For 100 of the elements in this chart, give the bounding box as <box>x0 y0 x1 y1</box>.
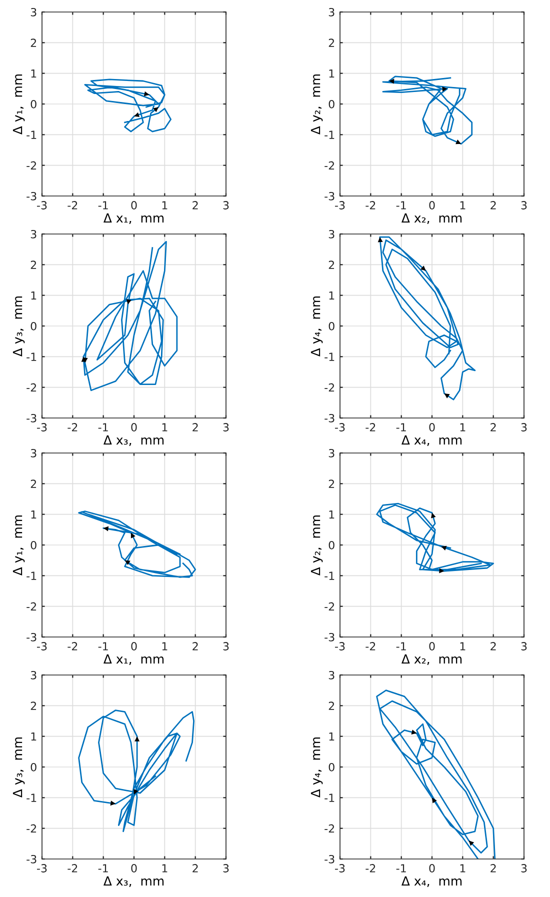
y-tick-label: 1 <box>31 510 36 519</box>
y-tick-label: -3 <box>26 632 36 642</box>
y-tick-label: 2 <box>328 260 334 269</box>
y-tick-label: -3 <box>324 414 334 422</box>
y-tick-label: -2 <box>26 383 36 392</box>
y-tick-label: 2 <box>30 702 36 710</box>
line-series <box>84 78 172 132</box>
x-tick-label: -2 <box>366 864 376 872</box>
y-tick-label: -1 <box>324 794 334 802</box>
x-axis-title: Δ x₁, mm <box>103 654 164 665</box>
y-tick-label: -2 <box>26 824 36 833</box>
y-tick-label: -3 <box>26 414 36 422</box>
y-tick-label: -3 <box>26 192 36 200</box>
x-tick-label: 1 <box>162 423 168 432</box>
x-tick-label: 2 <box>192 642 198 650</box>
line-series <box>78 510 196 578</box>
y-tick-label: 2 <box>30 38 36 47</box>
x-tick-label: 0 <box>429 864 435 872</box>
x-tick-label: -3 <box>335 864 345 872</box>
x-tick-label: -1 <box>98 423 108 432</box>
y-tick-label: 1 <box>31 732 36 741</box>
x-tick-label: -2 <box>366 201 376 210</box>
y-tick-label: 3 <box>30 8 36 16</box>
x-tick-label: 0 <box>131 201 137 210</box>
y-tick-label: 1 <box>31 291 36 300</box>
x-tick-label: -3 <box>335 423 345 432</box>
x-tick-label: -3 <box>335 642 345 650</box>
x-tick-label: 2 <box>490 201 496 210</box>
y-tick-label: 3 <box>30 670 36 680</box>
x-tick-label: 0 <box>131 864 137 872</box>
x-tick-label: 3 <box>223 642 229 650</box>
y-tick-label: 3 <box>30 448 36 458</box>
x-tick-label: 1 <box>460 423 466 432</box>
y-tick-label: 2 <box>328 38 334 47</box>
x-tick-label: 1 <box>460 642 466 650</box>
x-tick-label: 2 <box>490 642 496 650</box>
x-tick-label: -3 <box>37 864 47 872</box>
y-tick-label: -1 <box>26 572 36 580</box>
y-tick-label: -1 <box>26 130 36 139</box>
x-tick-label: -2 <box>366 642 376 650</box>
y-tick-label: -2 <box>26 602 36 611</box>
line-series <box>379 236 476 400</box>
y-tick-label: 3 <box>328 8 334 16</box>
y-tick-label: 3 <box>328 670 334 680</box>
y-tick-label: -1 <box>324 130 334 139</box>
y-axis-title: Δ y₁, mm <box>12 515 25 576</box>
y-tick-label: 1 <box>329 732 334 741</box>
y-tick-label: -1 <box>324 572 334 580</box>
y-axis-title: Δ y₁, mm <box>12 74 25 135</box>
x-tick-label: 0 <box>429 201 435 210</box>
x-axis-title: Δ x₂, mm <box>401 654 462 665</box>
x-tick-label: 0 <box>429 423 435 432</box>
x-tick-label: 0 <box>131 423 137 432</box>
y-axis-title: Δ y₃, mm <box>12 296 25 357</box>
y-tick-label: 0 <box>328 322 334 330</box>
x-axis-title: Δ x₄, mm <box>401 435 462 446</box>
x-axis-title: Δ x₃, mm <box>103 435 164 446</box>
y-tick-label: 0 <box>328 540 334 550</box>
x-tick-label: 2 <box>490 423 496 432</box>
y-tick-label: 0 <box>30 540 36 550</box>
line-series <box>376 502 494 572</box>
y-tick-label: 3 <box>328 230 334 238</box>
line-series <box>376 690 496 859</box>
y-tick-label: -2 <box>26 161 36 170</box>
x-tick-label: -2 <box>68 864 78 872</box>
x-tick-label: 0 <box>131 642 137 650</box>
y-tick-label: 1 <box>329 510 334 519</box>
y-tick-label: -2 <box>324 602 334 611</box>
y-tick-label: 1 <box>329 291 334 300</box>
x-tick-label: 3 <box>223 864 229 872</box>
y-tick-label: -3 <box>26 854 36 864</box>
y-tick-label: 0 <box>30 762 36 772</box>
x-tick-label: 1 <box>162 642 168 650</box>
x-axis-title: Δ x₂, mm <box>401 213 462 224</box>
y-tick-label: -3 <box>324 632 334 642</box>
y-tick-label: -1 <box>324 352 334 361</box>
y-tick-label: 0 <box>328 762 334 772</box>
y-tick-label: 2 <box>328 480 334 488</box>
y-axis-title: Δ y₄, mm <box>310 737 323 798</box>
x-tick-label: -3 <box>37 423 47 432</box>
x-tick-label: -3 <box>37 201 47 210</box>
y-tick-label: -1 <box>26 794 36 802</box>
x-tick-label: -3 <box>37 642 47 650</box>
x-tick-label: -1 <box>98 642 108 650</box>
x-tick-label: -1 <box>98 201 108 210</box>
x-tick-label: 3 <box>521 201 527 210</box>
y-tick-label: -3 <box>324 192 334 200</box>
y-axis-title: Δ y₂, mm <box>310 74 323 135</box>
x-tick-label: 2 <box>192 201 198 210</box>
y-tick-label: 3 <box>328 448 334 458</box>
y-tick-label: 2 <box>328 702 334 710</box>
line-series <box>78 710 194 832</box>
x-tick-label: -1 <box>396 423 406 432</box>
x-tick-label: 1 <box>162 864 168 872</box>
y-tick-label: 3 <box>30 230 36 238</box>
x-axis-title: Δ x₁, mm <box>103 213 164 224</box>
y-tick-label: -1 <box>26 352 36 361</box>
x-tick-label: 3 <box>521 642 527 650</box>
x-tick-label: 2 <box>490 864 496 872</box>
line-series <box>82 240 178 392</box>
